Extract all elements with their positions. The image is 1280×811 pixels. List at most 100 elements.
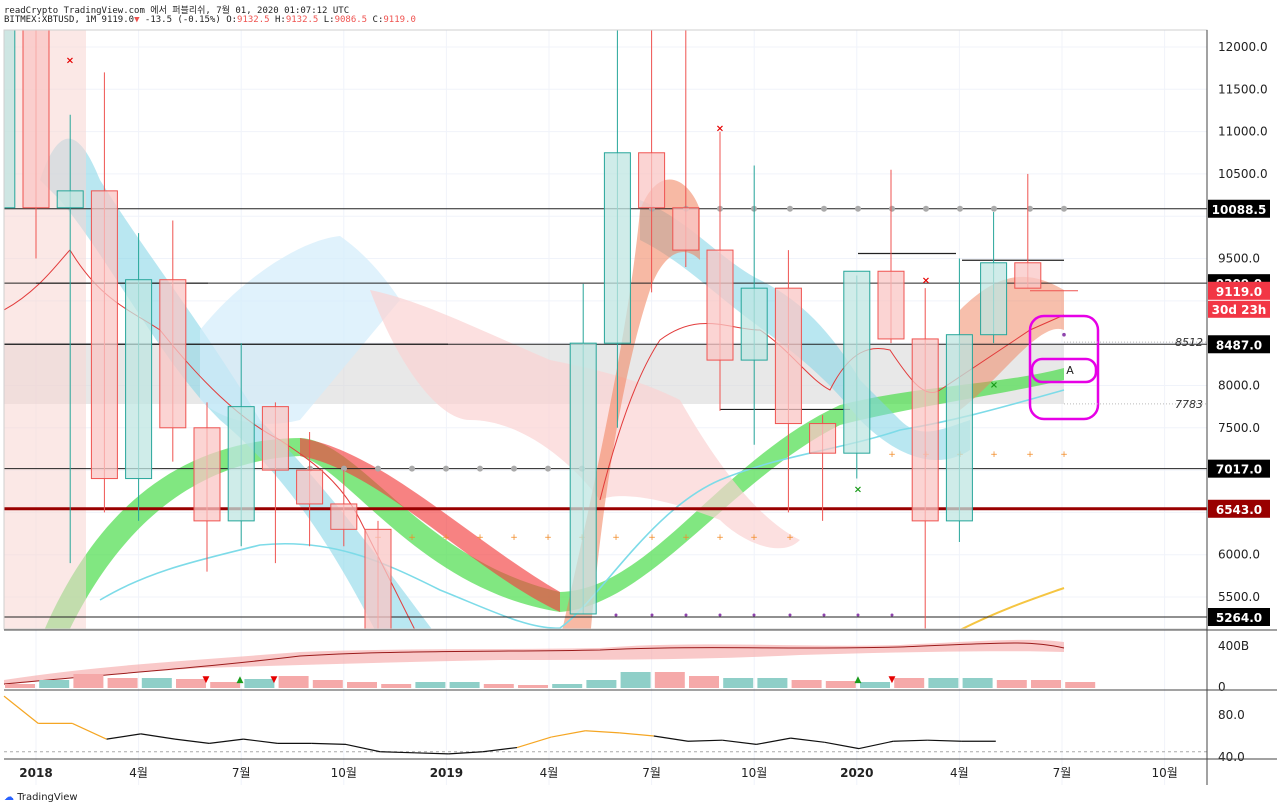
volume-bar <box>757 678 788 688</box>
orange-plus: + <box>750 533 758 543</box>
y-tick-label: 12000.0 <box>1218 40 1268 54</box>
gray-dot <box>991 205 997 212</box>
volume-bar <box>518 685 548 688</box>
candle-body <box>706 249 734 361</box>
candle-body <box>330 503 358 530</box>
oscillator-segment <box>140 733 176 740</box>
gray-dot <box>855 205 861 212</box>
gray-dot <box>1061 205 1067 212</box>
orange-plus: + <box>888 450 896 460</box>
candle-body <box>980 262 1008 336</box>
red-triangle-mark: ▼ <box>203 675 210 685</box>
volume-bar <box>689 676 719 688</box>
volume-bar <box>73 674 104 688</box>
red-band <box>300 438 560 612</box>
ohlc-line: BITMEX:XBTUSD, 1M 9119.0▼ -13.5 (-0.15%)… <box>4 15 416 25</box>
volume-bar <box>1065 682 1096 688</box>
orange-plus: + <box>1060 450 1068 460</box>
candle-body <box>672 207 700 251</box>
candle-body <box>193 427 221 522</box>
oscillator-segment <box>516 736 552 749</box>
volume-pane: 400B 0 ▼ ▼ ▼ ▲ ▲ <box>3 639 1249 694</box>
x-tick-label: 4월 <box>540 766 559 780</box>
level-price-label: 8487.0 <box>1216 338 1262 352</box>
time-axis: 2018 4월 7월 10월 2019 4월 7월 10월 2020 4월 7월 10월 <box>19 766 1177 780</box>
candle-body <box>740 287 768 361</box>
last-price: 9119.0 <box>101 15 135 25</box>
annotations: A <box>1028 314 1100 421</box>
low-label: L: <box>323 15 335 25</box>
volume-bar <box>860 682 890 688</box>
oscillator-segment <box>551 730 586 738</box>
orange-plus: + <box>648 533 656 543</box>
oscillator-segment <box>722 739 757 745</box>
down-arrow-icon: ▼ <box>134 15 140 25</box>
oscillator-segment <box>619 732 654 737</box>
volume-bar <box>791 680 822 688</box>
oscillator-segment <box>858 740 894 750</box>
purple-dot <box>890 613 894 617</box>
change-text: -13.5 (-0.15%) <box>144 15 221 25</box>
volume-bar <box>620 672 651 688</box>
low-value: 9086.5 <box>334 15 368 25</box>
volume-bar <box>141 678 172 688</box>
volume-bar <box>552 684 583 688</box>
purple-dot <box>684 613 688 617</box>
attribution-text: readCrypto TradingView.com 에서 퍼블리쉬, 7월 0… <box>4 6 350 16</box>
level-price-tag <box>1208 281 1270 300</box>
gray-dot <box>511 465 517 472</box>
signal-marks: × × × × × <box>66 56 1066 496</box>
y-tick-label: 7500.0 <box>1218 421 1260 435</box>
orange-plus: + <box>1026 450 1034 460</box>
level-price-label: 5264.0 <box>1216 611 1262 625</box>
purple-dot <box>856 613 860 617</box>
level-price-label: 6543.0 <box>1216 503 1262 517</box>
volume-bar <box>176 679 206 688</box>
candle-body <box>364 528 392 629</box>
candle-body <box>945 334 973 522</box>
candle-body <box>22 30 50 209</box>
oscillator-segment <box>174 738 210 744</box>
level-price-tag <box>1208 335 1270 354</box>
candle-body <box>4 30 16 209</box>
tradingview-logo[interactable]: ☁ TradingView <box>4 792 78 803</box>
price-axis: 12000.0 11500.0 11000.0 10500.0 9500.0 8000.0… <box>1064 40 1270 626</box>
volume-bar <box>5 684 35 688</box>
red-x-mark: × <box>66 56 74 67</box>
countdown-label: 30d 23h <box>1212 303 1267 317</box>
yellow-line <box>959 587 1065 629</box>
oscillator-segment <box>585 730 620 734</box>
candle-body <box>638 152 666 209</box>
symbol-text: BITMEX:XBTUSD, 1M <box>4 15 97 25</box>
candle-body <box>261 406 289 471</box>
orange-plus: + <box>408 533 416 543</box>
high-label: H: <box>274 15 286 25</box>
oscillator-segment <box>380 751 415 754</box>
oscillator-axis-label: 80.0 <box>1218 708 1245 722</box>
level-price-label: 10088.5 <box>1212 203 1267 217</box>
candle-body <box>56 190 84 209</box>
purple-dot <box>1062 332 1066 337</box>
close-label: C: <box>372 15 384 25</box>
y-tick-label: 11500.0 <box>1218 82 1268 96</box>
candle-body <box>774 287 802 425</box>
candle-body <box>1014 262 1042 289</box>
annotation-letter: A <box>1066 364 1074 377</box>
volume-bar <box>825 681 856 688</box>
oscillator-segment <box>448 751 483 755</box>
volume-bar <box>415 682 446 688</box>
oscillator-segment <box>893 739 928 742</box>
x-tick-label: 10월 <box>1151 766 1177 780</box>
candle-body <box>911 338 939 522</box>
x-tick-label: 4월 <box>129 766 148 780</box>
green-triangle-mark: ▲ <box>237 675 244 685</box>
red-x-mark: × <box>922 276 930 287</box>
magenta-box-small <box>1030 357 1098 384</box>
volume-bar <box>449 682 480 688</box>
volume-bar <box>278 676 309 688</box>
oscillator-segment <box>209 738 244 744</box>
orange-plus: + <box>510 533 518 543</box>
gray-dot <box>787 205 793 212</box>
orange-plus: + <box>476 533 484 543</box>
